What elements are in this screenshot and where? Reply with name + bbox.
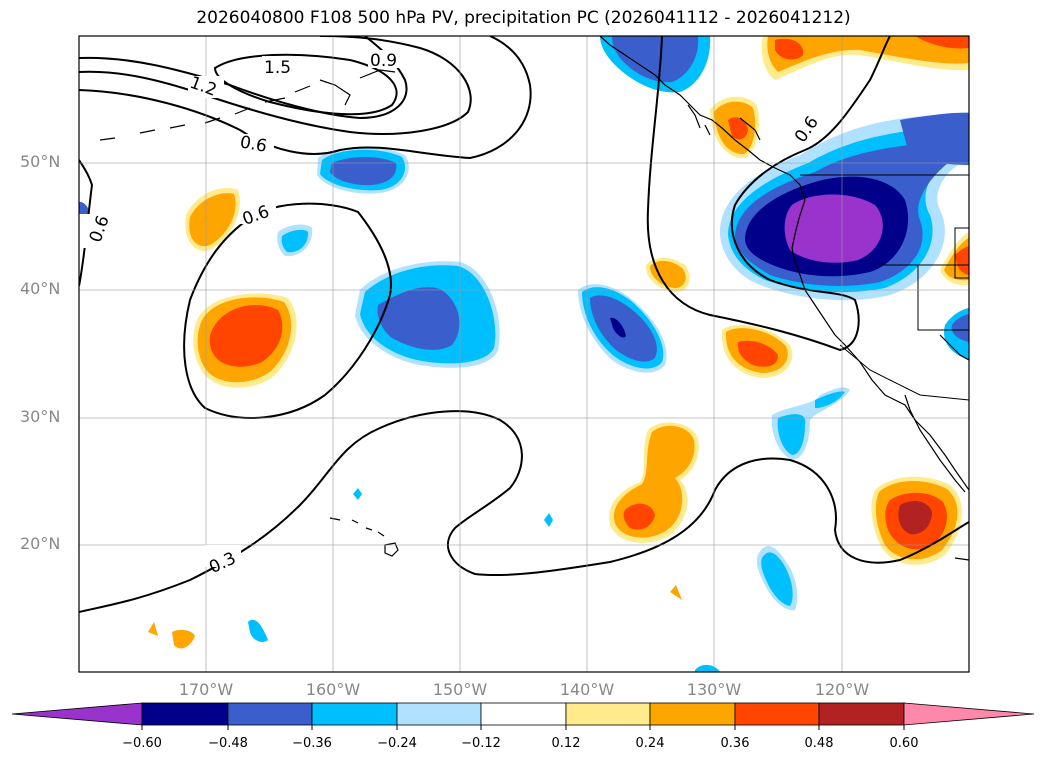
colorbar (11, 702, 1035, 730)
precip-anomaly-fills (79, 36, 969, 672)
lon-label-120w: 120°W (814, 680, 870, 699)
contour-label-0-6-a: 0.6 (238, 132, 268, 156)
lat-label-50n: 50°N (20, 152, 61, 171)
colorbar-tick: 0.12 (551, 736, 581, 751)
contour-labels: 1.5 1.2 0.9 0.6 0.6 0.6 0.6 0.3 (79, 50, 823, 578)
colorbar-tick: 0.36 (720, 736, 750, 751)
colorbar-tick: 0.24 (635, 736, 665, 751)
colorbar-tick: −0.36 (292, 736, 332, 751)
colorbar-tick: 0.60 (889, 736, 919, 751)
lat-label-20n: 20°N (20, 534, 61, 553)
contour-label-0-9: 0.9 (370, 51, 397, 71)
lat-label-40n: 40°N (20, 279, 61, 298)
colorbar-tick: −0.60 (122, 736, 162, 751)
plot-frame (78, 35, 970, 673)
contour-label-1-5: 1.5 (264, 58, 291, 78)
colorbar-tick: −0.24 (377, 736, 417, 751)
lat-label-30n: 30°N (20, 407, 61, 426)
coastlines (99, 36, 969, 561)
lon-label-170w: 170°W (178, 680, 234, 699)
lon-label-140w: 140°W (559, 680, 615, 699)
colorbar-tick: 0.48 (804, 736, 834, 751)
colorbar-tick: −0.48 (208, 736, 248, 751)
map-title: 2026040800 F108 500 hPa PV, precipitatio… (196, 8, 851, 28)
lon-label-150w: 150°W (432, 680, 488, 699)
lon-label-130w: 130°W (686, 680, 742, 699)
lon-label-160w: 160°W (305, 680, 361, 699)
colorbar-tick: −0.12 (461, 736, 501, 751)
